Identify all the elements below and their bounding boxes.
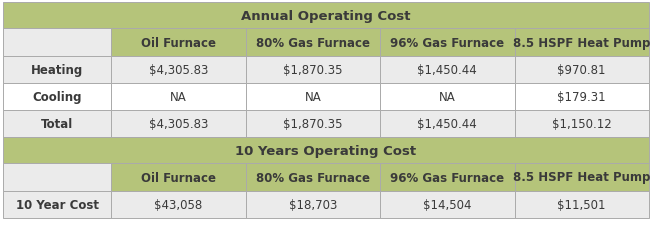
Bar	[3, 137, 649, 163]
Text: Oil Furnace: Oil Furnace	[141, 36, 216, 49]
Text: 8.5 HSPF Heat Pump: 8.5 HSPF Heat Pump	[513, 36, 651, 49]
Bar	[514, 163, 649, 191]
Bar	[514, 29, 649, 57]
Text: 10 Years Operating Cost: 10 Years Operating Cost	[235, 144, 417, 157]
Bar	[380, 191, 514, 218]
Bar	[3, 29, 111, 57]
Text: 96% Gas Furnace: 96% Gas Furnace	[390, 36, 504, 49]
Bar	[111, 84, 246, 111]
Text: $18,703: $18,703	[289, 198, 337, 211]
Text: Annual Operating Cost: Annual Operating Cost	[241, 10, 411, 22]
Bar	[111, 111, 246, 137]
Text: Cooling: Cooling	[32, 91, 82, 104]
Bar	[3, 191, 111, 218]
Bar	[246, 111, 380, 137]
Bar	[246, 57, 380, 84]
Text: $179.31: $179.31	[557, 91, 606, 104]
Bar	[246, 84, 380, 111]
Text: $4,305.83: $4,305.83	[149, 64, 208, 77]
Text: $4,305.83: $4,305.83	[149, 117, 208, 131]
Bar	[380, 57, 514, 84]
Bar	[3, 3, 649, 29]
Text: $1,450.44: $1,450.44	[417, 64, 477, 77]
Text: $1,870.35: $1,870.35	[283, 64, 342, 77]
Text: 96% Gas Furnace: 96% Gas Furnace	[390, 171, 504, 184]
Text: $970.81: $970.81	[557, 64, 606, 77]
Bar	[380, 84, 514, 111]
Text: $1,870.35: $1,870.35	[283, 117, 342, 131]
Bar	[3, 111, 111, 137]
Bar	[514, 84, 649, 111]
Bar	[246, 191, 380, 218]
Bar	[3, 84, 111, 111]
Text: $1,450.44: $1,450.44	[417, 117, 477, 131]
Bar	[380, 111, 514, 137]
Text: NA: NA	[439, 91, 456, 104]
Bar	[514, 191, 649, 218]
Text: 80% Gas Furnace: 80% Gas Furnace	[256, 171, 370, 184]
Bar	[246, 29, 380, 57]
Bar	[514, 111, 649, 137]
Text: Heating: Heating	[31, 64, 83, 77]
Text: 10 Year Cost: 10 Year Cost	[16, 198, 98, 211]
Text: $11,501: $11,501	[557, 198, 606, 211]
Bar	[3, 163, 111, 191]
Bar	[380, 29, 514, 57]
Bar	[111, 191, 246, 218]
Bar	[246, 163, 380, 191]
Bar	[380, 163, 514, 191]
Bar	[111, 57, 246, 84]
Text: NA: NA	[304, 91, 321, 104]
Bar	[111, 163, 246, 191]
Text: 8.5 HSPF Heat Pump: 8.5 HSPF Heat Pump	[513, 171, 651, 184]
Text: $43,058: $43,058	[154, 198, 202, 211]
Text: NA: NA	[170, 91, 186, 104]
Text: 80% Gas Furnace: 80% Gas Furnace	[256, 36, 370, 49]
Text: Oil Furnace: Oil Furnace	[141, 171, 216, 184]
Text: Total: Total	[41, 117, 73, 131]
Text: $1,150.12: $1,150.12	[552, 117, 612, 131]
Bar	[3, 57, 111, 84]
Text: $14,504: $14,504	[423, 198, 471, 211]
Bar	[111, 29, 246, 57]
Bar	[514, 57, 649, 84]
